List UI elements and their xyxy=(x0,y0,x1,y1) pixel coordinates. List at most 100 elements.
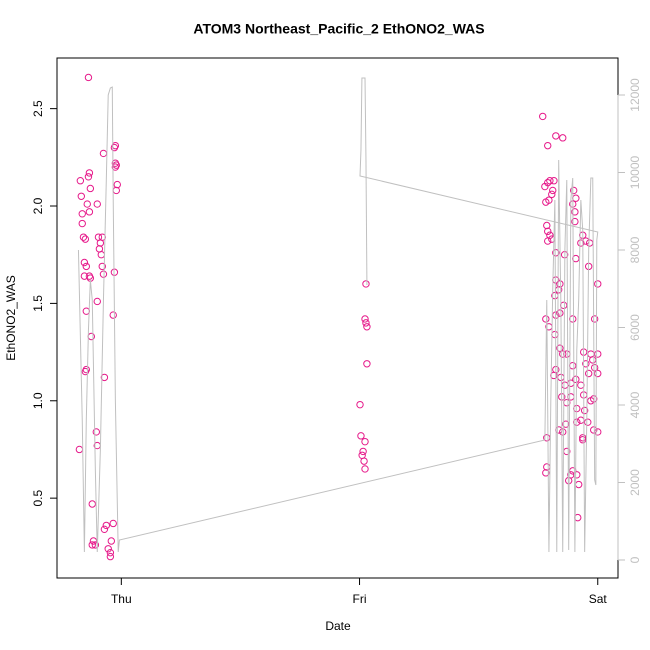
data-point xyxy=(559,134,567,142)
data-point xyxy=(590,315,599,323)
data-point xyxy=(580,406,589,415)
data-point xyxy=(106,552,115,561)
data-point xyxy=(363,360,371,368)
data-point xyxy=(555,426,563,434)
data-point xyxy=(544,237,552,245)
data-point xyxy=(569,467,577,475)
data-point xyxy=(97,251,106,259)
data-point xyxy=(559,301,568,310)
x-tick-label: Thu xyxy=(111,592,132,606)
altitude-line xyxy=(77,77,599,553)
data-point xyxy=(556,344,564,352)
data-point xyxy=(86,184,95,193)
data-point xyxy=(589,356,597,364)
y-axis-label: EthONO2_WAS xyxy=(4,275,18,361)
data-point xyxy=(100,525,109,534)
data-point xyxy=(571,208,579,216)
data-point xyxy=(556,309,564,317)
data-point xyxy=(579,436,587,444)
data-point xyxy=(357,432,365,440)
data-point xyxy=(563,399,571,407)
data-point xyxy=(559,428,567,436)
data-point xyxy=(594,369,602,378)
data-point xyxy=(359,447,367,456)
data-point xyxy=(572,194,580,202)
data-point xyxy=(551,330,559,339)
data-point xyxy=(361,437,369,446)
data-point xyxy=(85,169,94,177)
data-point xyxy=(544,227,552,236)
data-point xyxy=(102,521,111,530)
data-point xyxy=(544,141,552,150)
data-point xyxy=(548,190,556,199)
data-point xyxy=(89,537,98,545)
data-point xyxy=(84,73,93,82)
y-tick-label: 2.0 xyxy=(31,197,45,214)
data-point xyxy=(561,381,569,389)
data-point xyxy=(573,418,581,426)
data-point xyxy=(545,196,553,204)
data-point xyxy=(361,465,369,473)
data-point xyxy=(84,173,93,181)
data-point xyxy=(78,210,86,218)
data-point xyxy=(93,297,101,306)
data-point xyxy=(99,270,108,278)
data-point xyxy=(584,369,593,378)
data-point xyxy=(88,541,96,549)
y2-tick-label: 12000 xyxy=(628,78,642,112)
data-point xyxy=(75,445,84,454)
y-tick-label: 2.5 xyxy=(31,100,45,117)
data-point xyxy=(567,393,575,401)
data-point xyxy=(81,235,90,243)
data-point xyxy=(91,541,100,549)
data-point xyxy=(552,249,560,257)
data-point xyxy=(550,371,558,380)
y2-tick-label: 0 xyxy=(628,556,642,563)
data-point xyxy=(559,350,567,358)
data-point xyxy=(585,239,594,247)
y-tick-label: 1.5 xyxy=(31,295,45,312)
data-point xyxy=(82,262,91,271)
data-point xyxy=(572,254,580,263)
y2-tick-label: 8000 xyxy=(628,236,642,263)
x-tick-label: Sat xyxy=(589,592,608,606)
data-point xyxy=(569,315,577,323)
data-point xyxy=(98,262,106,271)
y2-tick-label: 10000 xyxy=(628,155,642,189)
y2-tick-label: 2000 xyxy=(628,469,642,496)
data-point xyxy=(552,132,560,140)
data-point xyxy=(82,307,91,315)
data-point xyxy=(104,545,112,553)
data-point xyxy=(577,416,585,424)
data-point xyxy=(76,176,85,185)
data-point xyxy=(78,219,86,228)
data-point xyxy=(571,217,579,226)
data-point xyxy=(362,319,370,327)
data-point xyxy=(363,323,371,331)
data-point xyxy=(81,367,90,376)
y-tick-label: 1.0 xyxy=(31,392,45,409)
data-point xyxy=(360,457,368,465)
data-point xyxy=(361,315,369,323)
data-point xyxy=(557,373,565,382)
data-point xyxy=(92,428,101,436)
data-point xyxy=(109,519,117,528)
data-point xyxy=(569,186,578,195)
data-point xyxy=(77,192,85,200)
data-point xyxy=(100,373,109,382)
x-axis-label: Date xyxy=(325,619,351,633)
data-point xyxy=(579,434,587,442)
data-point xyxy=(80,258,89,267)
data-point xyxy=(577,381,585,389)
data-point xyxy=(113,180,121,189)
data-point xyxy=(577,239,585,247)
data-point xyxy=(582,360,590,368)
data-point xyxy=(594,280,602,288)
data-point xyxy=(543,463,551,471)
data-point xyxy=(573,471,581,479)
data-point xyxy=(112,186,121,195)
data-point xyxy=(590,426,598,434)
data-point xyxy=(83,200,91,208)
data-point xyxy=(111,141,120,150)
data-point xyxy=(79,233,88,241)
